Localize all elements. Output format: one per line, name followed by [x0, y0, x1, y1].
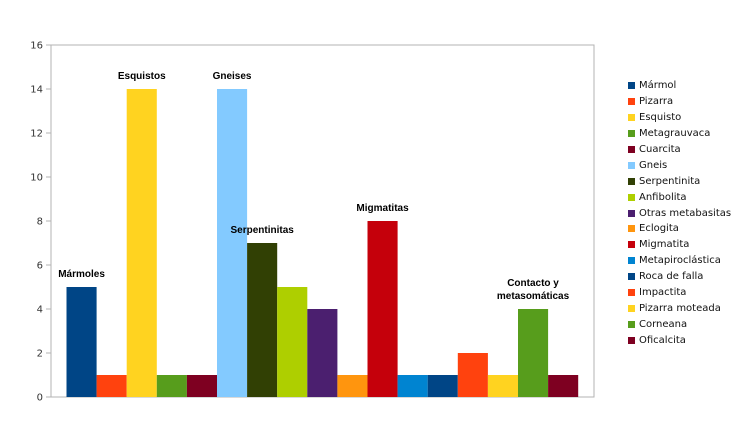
- legend-swatch: [628, 273, 635, 281]
- annotation-label: Contacto y: [507, 278, 559, 289]
- legend-swatch: [628, 336, 635, 344]
- y-tick-label: 0: [37, 393, 43, 404]
- y-axis: 0 2 4 6 8 10 12 14 16: [30, 41, 51, 404]
- legend-label: Pizarra moteada: [639, 302, 721, 314]
- legend-item: Esquisto: [628, 110, 731, 126]
- annotation-label: Esquistos: [118, 71, 166, 82]
- legend-swatch: [628, 130, 635, 138]
- legend-item: Gneis: [628, 157, 731, 173]
- legend-item: Anfibolita: [628, 189, 731, 205]
- legend-label: Oficalcita: [639, 334, 686, 346]
- legend-label: Impactita: [639, 287, 687, 299]
- legend-swatch: [628, 193, 635, 201]
- y-tick-label: 8: [37, 217, 43, 228]
- bar-esquisto: [126, 89, 157, 397]
- legend-swatch: [628, 146, 635, 153]
- legend-item: Corneana: [628, 316, 731, 332]
- legend: Mármol Pizarra Esquisto Metagrauvaca Cuarcit…: [628, 78, 731, 348]
- legend-swatch: [628, 82, 635, 90]
- legend-label: Anfibolita: [639, 191, 687, 203]
- bar-anfibolita: [277, 287, 308, 397]
- bar-eclogita: [337, 375, 368, 397]
- bar-impactita: [457, 353, 488, 397]
- legend-label: Serpentinita: [639, 175, 701, 187]
- legend-swatch: [628, 225, 635, 233]
- y-tick-label: 6: [37, 261, 43, 272]
- legend-swatch: [628, 289, 635, 297]
- bar-oficalcita: [548, 375, 579, 397]
- legend-swatch: [628, 98, 635, 106]
- legend-label: Cuarcita: [639, 144, 681, 155]
- legend-item: Metapiroclástica: [628, 253, 731, 269]
- bar-pizarra-moteada: [487, 375, 518, 397]
- legend-item: Oficalcita: [628, 332, 731, 348]
- annotation-label: metasomáticas: [497, 291, 570, 302]
- y-tick-label: 14: [30, 85, 43, 96]
- bar-roca-de-falla: [427, 375, 458, 397]
- y-tick-label: 10: [30, 173, 43, 184]
- legend-item: Otras metabasitas: [628, 205, 731, 221]
- legend-swatch: [628, 241, 635, 249]
- legend-label: Mármol: [639, 80, 677, 92]
- legend-swatch: [628, 320, 635, 328]
- annotation-label: Serpentinitas: [230, 225, 294, 236]
- legend-swatch: [628, 177, 635, 185]
- annotations: Mármoles Esquistos Gneises Serpentinitas Mig…: [58, 71, 569, 302]
- bars: [66, 89, 579, 397]
- bar-metagrauvaca: [156, 375, 187, 397]
- legend-swatch: [628, 257, 635, 265]
- legend-label: Gneis: [639, 159, 668, 171]
- annotation-label: Gneises: [213, 71, 252, 82]
- legend-swatch: [628, 114, 635, 122]
- bar-mármol: [66, 287, 97, 397]
- legend-item: Pizarra moteada: [628, 300, 731, 316]
- legend-label: Metagrauvaca: [639, 128, 711, 140]
- y-tick-label: 12: [30, 129, 43, 140]
- legend-item: Pizarra: [628, 94, 731, 110]
- legend-item: Serpentinita: [628, 173, 731, 189]
- legend-swatch: [628, 209, 635, 217]
- legend-label: Esquisto: [639, 112, 682, 124]
- bar-pizarra: [96, 375, 127, 397]
- legend-item: Cuarcita: [628, 142, 731, 158]
- y-tick-label: 2: [37, 349, 43, 360]
- legend-item: Impactita: [628, 285, 731, 301]
- legend-label: Migmatita: [639, 239, 690, 251]
- bar-cuarcita: [186, 375, 217, 397]
- y-tick-label: 16: [30, 41, 43, 52]
- legend-label: Metapiroclástica: [639, 255, 721, 267]
- legend-item: Metagrauvaca: [628, 126, 731, 142]
- legend-swatch: [628, 304, 635, 312]
- legend-label: Otras metabasitas: [639, 207, 732, 219]
- legend-item: Mármol: [628, 78, 731, 94]
- legend-item: Roca de falla: [628, 269, 731, 285]
- annotation-label: Mármoles: [58, 269, 105, 280]
- legend-swatch: [628, 161, 635, 169]
- legend-label: Eclogita: [639, 223, 679, 235]
- bar-serpentinita: [247, 243, 278, 397]
- annotation-label: Migmatitas: [356, 203, 409, 214]
- bar-corneana: [518, 309, 549, 397]
- bar-migmatita: [367, 221, 398, 397]
- bar-gneis: [217, 89, 248, 397]
- legend-item: Migmatita: [628, 237, 731, 253]
- legend-label: Corneana: [639, 318, 688, 330]
- y-tick-label: 4: [37, 305, 43, 316]
- legend-label: Roca de falla: [639, 271, 704, 283]
- bar-otras-metabasitas: [307, 309, 338, 397]
- legend-label: Pizarra: [639, 96, 674, 108]
- bar-metapiroclástica: [397, 375, 428, 397]
- legend-item: Eclogita: [628, 221, 731, 237]
